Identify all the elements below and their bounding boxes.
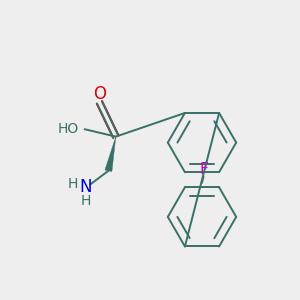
Text: HO: HO (57, 122, 79, 136)
Text: F: F (199, 162, 208, 177)
Text: N: N (80, 178, 92, 196)
Text: O: O (93, 85, 106, 103)
Text: H: H (68, 177, 78, 191)
Polygon shape (105, 136, 116, 172)
Text: H: H (81, 194, 91, 208)
